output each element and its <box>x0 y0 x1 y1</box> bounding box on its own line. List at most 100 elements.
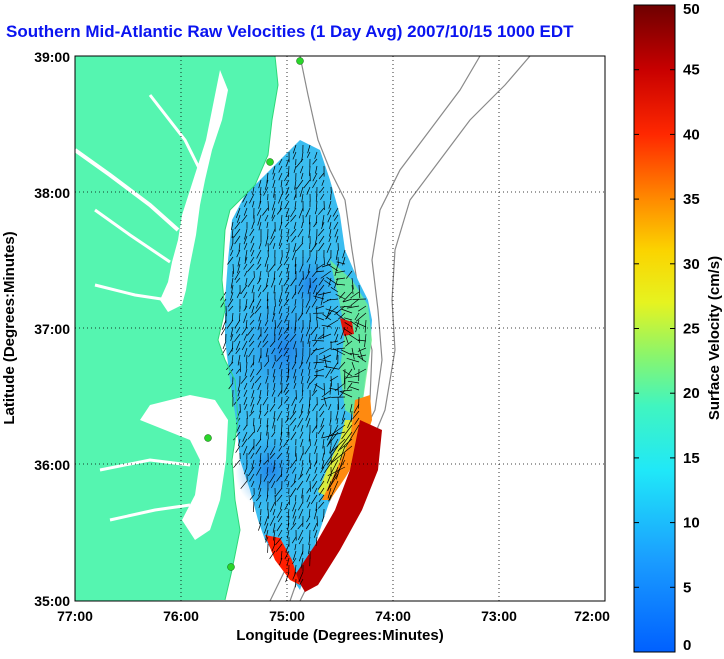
current-vector <box>247 326 255 336</box>
current-vector <box>276 508 283 519</box>
radar-station[interactable] <box>227 563 235 571</box>
current-vector <box>307 263 311 274</box>
current-vector <box>352 410 360 420</box>
radar-station[interactable] <box>204 434 212 442</box>
current-vector <box>308 368 311 376</box>
current-vector <box>257 284 262 292</box>
current-vector <box>307 333 311 344</box>
current-vector <box>262 284 269 293</box>
current-vector <box>308 214 311 225</box>
current-vector <box>278 291 283 303</box>
current-vector <box>276 319 283 328</box>
current-vector <box>297 417 304 428</box>
current-vector <box>305 522 311 530</box>
current-vector <box>230 291 234 301</box>
current-vector <box>286 375 290 383</box>
current-vector <box>233 459 241 469</box>
current-vector <box>256 424 262 433</box>
current-vector <box>269 501 276 512</box>
current-vector <box>253 424 255 433</box>
current-vector <box>237 438 241 447</box>
current-vector <box>329 480 339 501</box>
current-vector <box>339 305 353 308</box>
current-vector <box>297 529 304 541</box>
current-vector <box>263 445 269 453</box>
current-vector <box>237 256 241 267</box>
current-vector <box>320 417 325 428</box>
current-vector <box>321 179 325 186</box>
current-vector <box>299 165 304 174</box>
radar-station[interactable] <box>266 158 274 166</box>
current-vector <box>266 312 269 320</box>
current-vector <box>259 417 262 425</box>
current-vector <box>296 242 304 252</box>
current-vector <box>314 361 318 370</box>
pamlico-sound <box>140 395 228 540</box>
current-vector <box>226 319 234 329</box>
current-vector <box>339 390 353 398</box>
current-vector <box>329 221 332 230</box>
current-vector <box>358 396 360 409</box>
current-vector <box>266 291 269 302</box>
current-vector <box>290 207 297 218</box>
current-vector <box>328 200 332 209</box>
current-vector <box>298 361 304 369</box>
current-vector <box>298 277 304 287</box>
current-vector <box>252 501 255 513</box>
current-vector <box>301 459 304 467</box>
current-vector <box>334 305 346 316</box>
current-vector <box>316 316 325 321</box>
current-vector <box>231 312 234 321</box>
current-vector <box>271 431 276 438</box>
current-vector <box>297 284 304 295</box>
current-vector <box>296 179 304 190</box>
current-vector <box>265 529 269 541</box>
current-vector <box>308 361 311 370</box>
current-vector <box>244 249 248 261</box>
current-vector <box>357 339 367 342</box>
current-vector <box>299 396 304 403</box>
current-vector <box>258 200 262 209</box>
current-vector <box>262 340 269 348</box>
current-vector <box>264 522 269 534</box>
current-vector <box>309 452 311 463</box>
current-vector <box>235 347 241 355</box>
current-vector <box>231 354 234 364</box>
current-vector <box>291 466 297 474</box>
current-vector <box>236 410 241 420</box>
current-vector <box>301 221 304 229</box>
current-vector <box>243 382 248 390</box>
current-vector <box>330 287 339 293</box>
current-vector <box>243 242 248 250</box>
current-vector <box>297 312 304 321</box>
current-vector <box>337 396 340 410</box>
current-vector <box>242 193 248 203</box>
radar-station[interactable] <box>296 57 304 65</box>
current-vector <box>243 347 248 357</box>
current-vector <box>342 370 353 377</box>
y-tick-label: 36:00 <box>34 457 70 473</box>
current-vector <box>259 431 262 441</box>
current-vector <box>292 151 297 160</box>
current-vector <box>320 473 325 482</box>
current-vector <box>300 403 304 413</box>
current-vector <box>249 319 255 325</box>
current-vector <box>330 340 339 344</box>
current-vector <box>278 305 283 315</box>
current-vector <box>249 193 255 204</box>
current-vector <box>270 277 276 288</box>
current-vector <box>237 382 241 392</box>
current-vector <box>326 276 339 286</box>
current-vector <box>336 340 346 346</box>
current-vector <box>305 298 311 308</box>
current-vector <box>265 277 269 288</box>
current-vector <box>243 200 248 208</box>
current-vector <box>306 473 311 482</box>
current-vector <box>254 305 262 314</box>
current-vector <box>325 368 332 379</box>
current-vector <box>314 291 318 300</box>
current-vector <box>326 298 339 301</box>
current-vector <box>283 256 290 266</box>
current-vector <box>354 321 367 328</box>
